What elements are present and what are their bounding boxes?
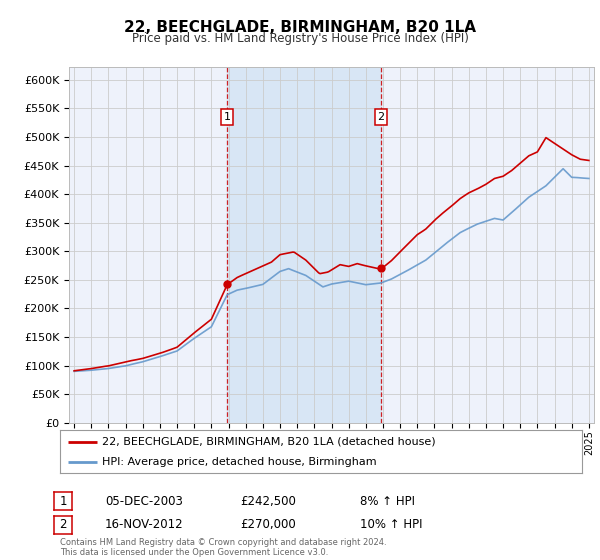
Text: 05-DEC-2003: 05-DEC-2003 [105,494,183,508]
Text: £242,500: £242,500 [240,494,296,508]
Text: 1: 1 [59,494,67,508]
Text: £270,000: £270,000 [240,518,296,531]
Text: 10% ↑ HPI: 10% ↑ HPI [360,518,422,531]
Text: Price paid vs. HM Land Registry's House Price Index (HPI): Price paid vs. HM Land Registry's House … [131,32,469,45]
Text: 22, BEECHGLADE, BIRMINGHAM, B20 1LA: 22, BEECHGLADE, BIRMINGHAM, B20 1LA [124,20,476,35]
Bar [227,67,381,423]
Text: 2: 2 [59,518,67,531]
Text: 1: 1 [224,112,230,122]
Text: HPI: Average price, detached house, Birmingham: HPI: Average price, detached house, Birm… [102,456,376,466]
Text: 2: 2 [377,112,385,122]
Text: 22, BEECHGLADE, BIRMINGHAM, B20 1LA (detached house): 22, BEECHGLADE, BIRMINGHAM, B20 1LA (det… [102,437,436,447]
Text: 16-NOV-2012: 16-NOV-2012 [105,518,184,531]
Text: 8% ↑ HPI: 8% ↑ HPI [360,494,415,508]
Text: Contains HM Land Registry data © Crown copyright and database right 2024.
This d: Contains HM Land Registry data © Crown c… [60,538,386,557]
